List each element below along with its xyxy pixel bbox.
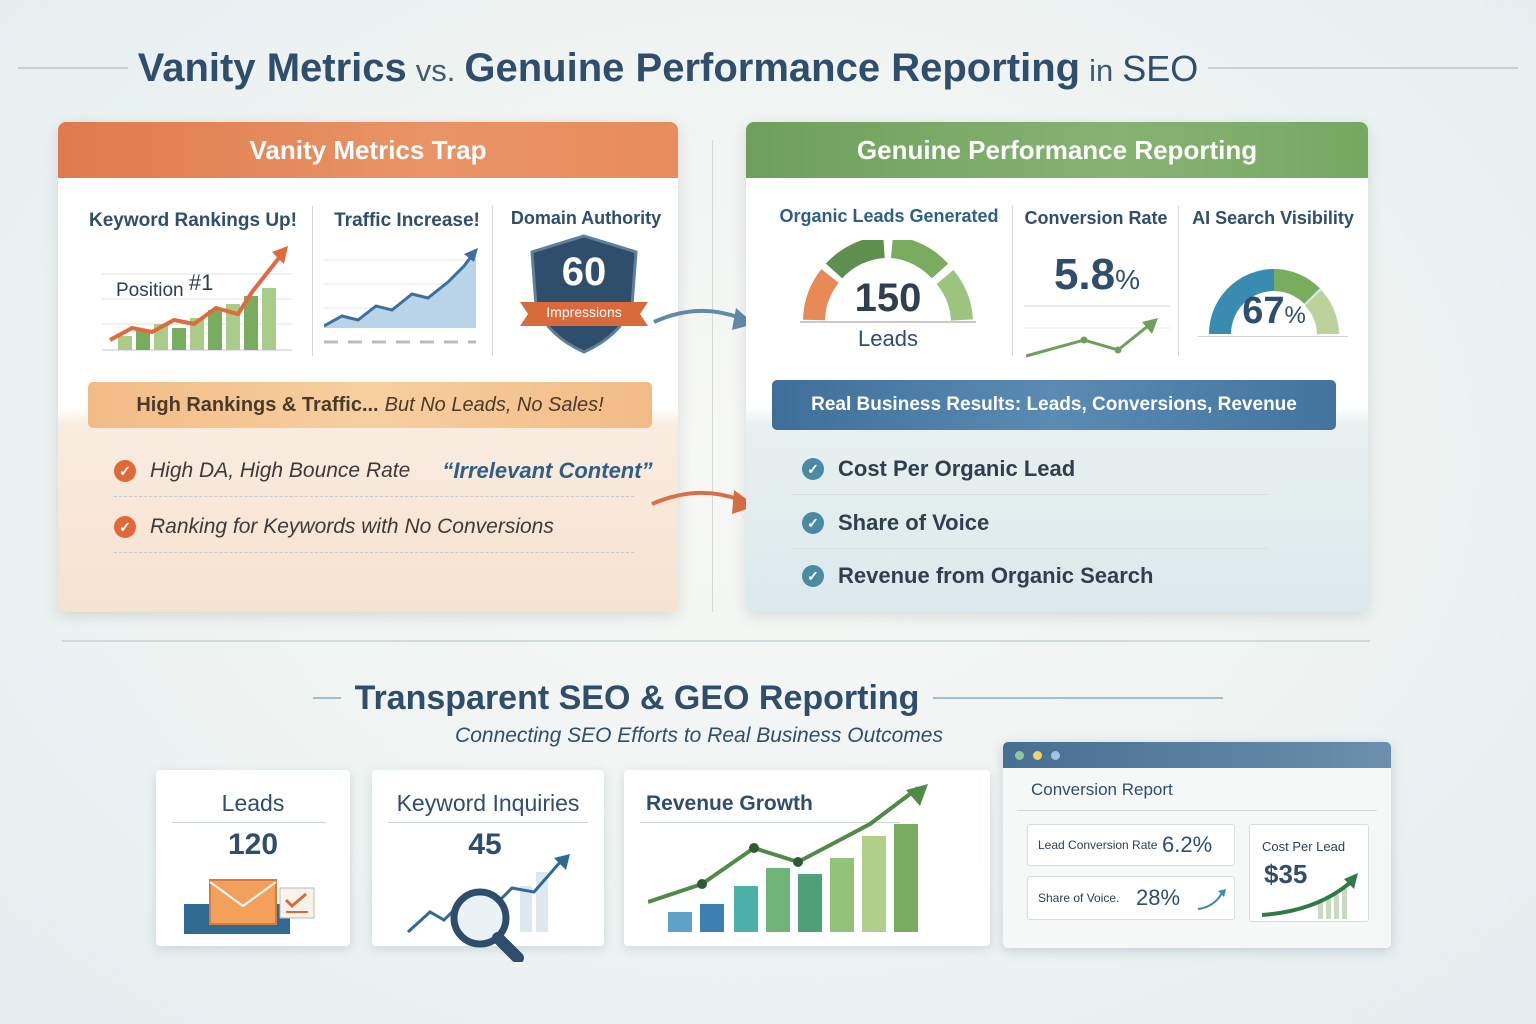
genuine-banner: Real Business Results: Leads, Conversion… xyxy=(772,380,1336,430)
revenue-card-rule xyxy=(640,822,900,823)
section2-subtitle: Connecting SEO Efforts to Real Business … xyxy=(455,724,943,747)
ai-baseline xyxy=(1198,336,1348,337)
vanity-item-no-conversions: ✓ Ranking for Keywords with No Conversio… xyxy=(114,515,554,539)
leads-unit: Leads xyxy=(858,326,918,351)
genuine-sep-2 xyxy=(792,548,1268,549)
title-in: in xyxy=(1089,52,1114,88)
section-divider xyxy=(62,640,1370,642)
report-title-rule xyxy=(1017,810,1377,811)
metric-keyword-rankings: Keyword Rankings Up! xyxy=(89,210,297,231)
magnifier-icon xyxy=(406,854,570,962)
metric-ai-visibility: AI Search Visibility xyxy=(1192,208,1354,228)
keyword-card-title: Keyword Inquiries xyxy=(396,790,580,816)
traffic-chart xyxy=(324,248,478,344)
domain-authority-value: 60 xyxy=(561,250,607,294)
window-dot-yellow[interactable] xyxy=(1033,751,1042,760)
title-vs: vs. xyxy=(415,52,456,88)
conversion-rate-value: 5.8% xyxy=(1053,250,1141,299)
leads-gauge xyxy=(800,240,976,323)
section2-rule-right xyxy=(933,697,1224,699)
share-of-voice-box: Share of Voice. 28% xyxy=(1027,876,1235,920)
title-vanity: Vanity Metrics xyxy=(137,45,407,90)
genuine-header: Genuine Performance Reporting xyxy=(746,122,1368,178)
domain-authority-shield xyxy=(520,234,648,354)
check-icon: ✓ xyxy=(802,512,824,534)
position-label: Position #1 xyxy=(116,270,214,301)
keyword-inquiries-card: Keyword Inquiries 45 xyxy=(372,770,604,962)
report-title: Conversion Report xyxy=(1031,780,1173,799)
genuine-item-revenue: ✓ Revenue from Organic Search xyxy=(802,563,1153,589)
vanity-divider-1 xyxy=(312,206,313,356)
ai-visibility-gauge xyxy=(1209,269,1339,335)
main-title: Vanity Metrics vs. Genuine Performance R… xyxy=(0,38,1536,98)
section2-rule-left xyxy=(312,697,341,699)
metric-traffic-increase: Traffic Increase! xyxy=(334,210,480,231)
cost-per-lead-box: Cost Per Lead $35 xyxy=(1249,824,1369,922)
impressions-ribbon: Impressions xyxy=(546,304,622,320)
envelope-icon xyxy=(184,879,315,934)
window-dot-blue[interactable] xyxy=(1051,751,1060,760)
genuine-item-share-of-voice: ✓ Share of Voice xyxy=(802,510,989,536)
leads-card: Leads 120 xyxy=(156,770,350,946)
center-divider xyxy=(712,140,713,612)
lead-conversion-box: Lead Conversion Rate 6.2% xyxy=(1027,824,1235,866)
revenue-card-title: Revenue Growth xyxy=(646,792,813,815)
section2-title: Transparent SEO & GEO Reporting xyxy=(0,675,1536,721)
genuine-divider-2 xyxy=(1178,206,1179,356)
vanity-banner: High Rankings & Traffic... But No Leads, … xyxy=(88,382,652,428)
cost-trend-chart xyxy=(1261,873,1358,919)
share-of-voice-value: 28% xyxy=(1136,885,1181,910)
title-rule-left xyxy=(17,67,128,69)
genuine-panel: Genuine Performance Reporting Organic Le… xyxy=(746,122,1368,612)
window-dot-green[interactable] xyxy=(1015,751,1024,760)
metric-organic-leads: Organic Leads Generated xyxy=(779,206,999,226)
bar-chart-icon xyxy=(648,784,928,932)
genuine-sep-1 xyxy=(792,494,1268,495)
transition-arrows xyxy=(651,308,756,514)
title-genuine: Genuine Performance Reporting xyxy=(464,45,1081,90)
conversion-trend-chart xyxy=(1024,305,1170,358)
keyword-card-rule xyxy=(388,822,588,823)
keyword-card-value: 45 xyxy=(468,828,502,861)
revenue-growth-card: Revenue Growth xyxy=(624,770,990,946)
vanity-sep-2 xyxy=(114,552,634,553)
metric-domain-authority: Domain Authority xyxy=(510,208,662,228)
leads-card-title: Leads xyxy=(221,790,285,816)
report-window-bar xyxy=(1003,742,1391,768)
check-icon: ✓ xyxy=(114,460,136,482)
vanity-item-bounce: ✓ High DA, High Bounce Rate “Irrelevant … xyxy=(114,458,653,484)
cost-per-lead-value: $35 xyxy=(1264,859,1308,889)
check-icon: ✓ xyxy=(114,516,136,538)
ai-visibility-value: 67% xyxy=(1242,290,1306,332)
check-icon: ✓ xyxy=(802,458,824,480)
title-rule-right xyxy=(1208,67,1519,69)
genuine-divider-1 xyxy=(1012,206,1013,356)
vanity-divider-2 xyxy=(492,206,493,356)
vanity-header: Vanity Metrics Trap xyxy=(58,122,678,178)
genuine-item-cost-per-lead: ✓ Cost Per Organic Lead xyxy=(802,456,1075,482)
leads-card-value: 120 xyxy=(227,828,279,861)
leads-card-rule xyxy=(172,822,326,823)
conversion-report-window: Conversion Report Lead Conversion Rate 6… xyxy=(1003,742,1391,948)
check-icon: ✓ xyxy=(802,565,824,587)
metric-conversion-rate: Conversion Rate xyxy=(1024,208,1168,228)
title-seo: SEO xyxy=(1122,47,1199,89)
vanity-sep-1 xyxy=(114,496,634,497)
vanity-panel: Vanity Metrics Trap Keyword Rankings Up!… xyxy=(58,122,678,612)
trend-up-icon xyxy=(1197,889,1226,910)
lead-conversion-value: 6.2% xyxy=(1162,832,1213,857)
leads-value: 150 xyxy=(854,276,922,320)
rankings-chart xyxy=(102,246,292,351)
